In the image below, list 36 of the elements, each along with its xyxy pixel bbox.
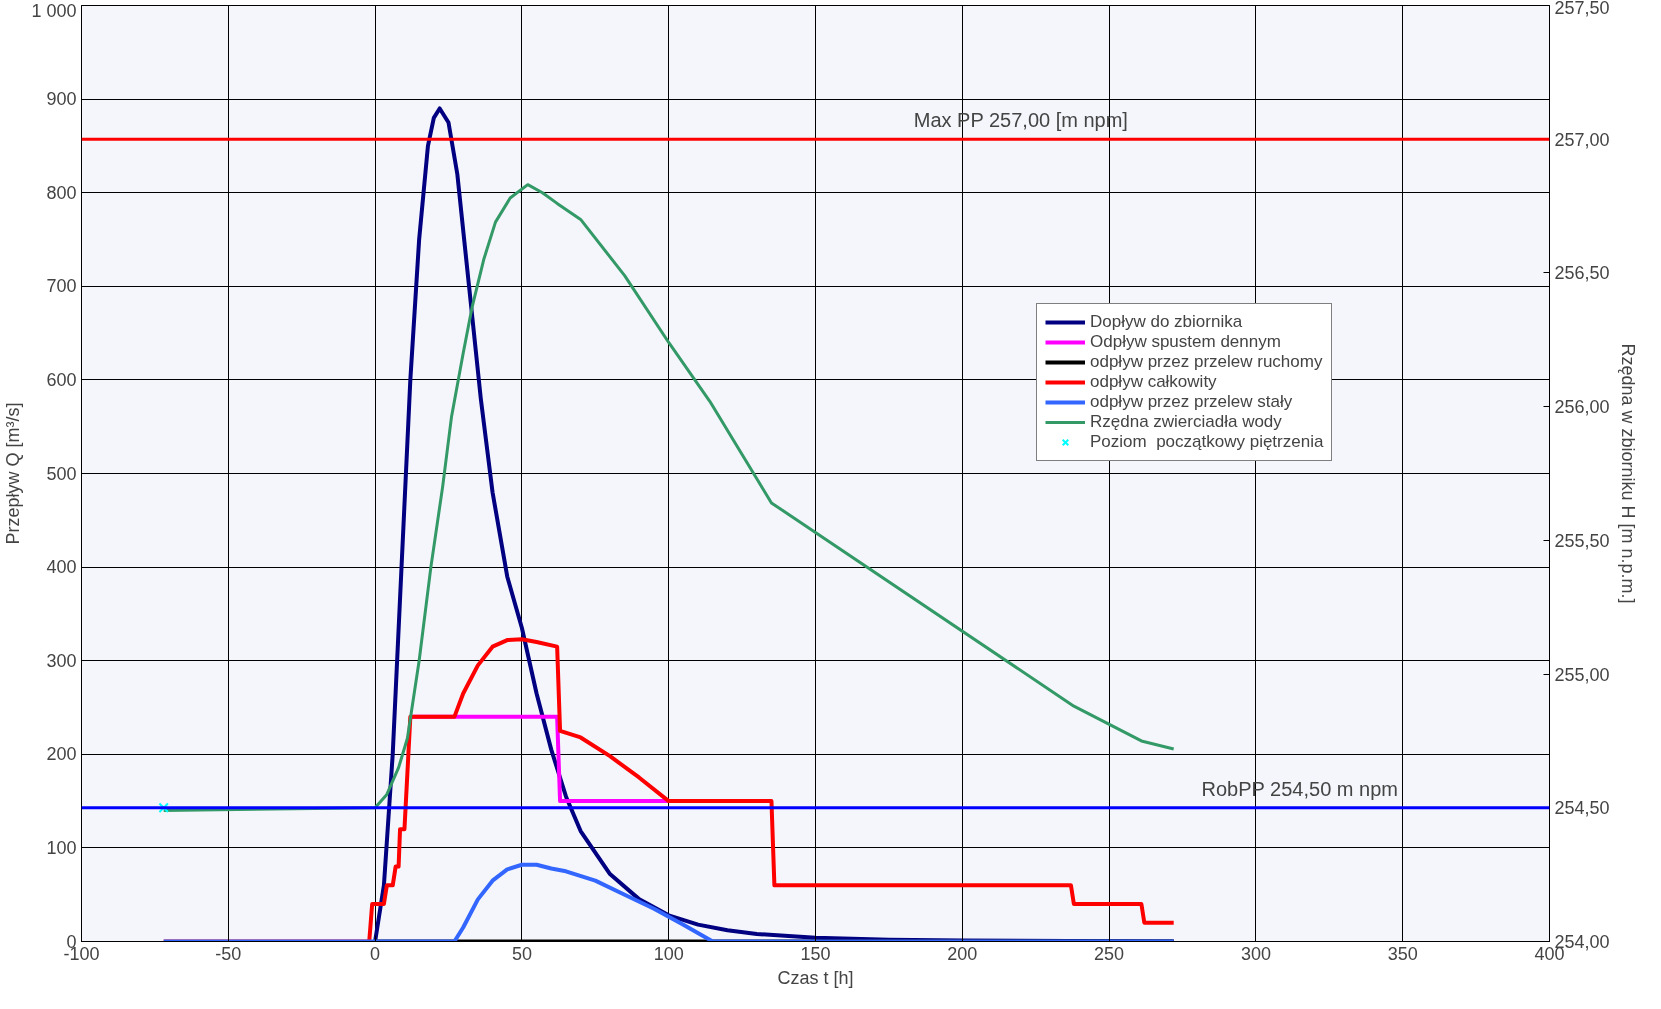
legend-label: Rzędna zwierciadła wody — [1090, 412, 1282, 432]
y-tick-label: 300 — [46, 650, 77, 671]
legend-label: Odpływ spustem dennym — [1090, 332, 1281, 352]
x-tick-label: 150 — [800, 943, 831, 964]
x-axis-title: Czas t [h] — [777, 967, 854, 988]
x-tick-label: 250 — [1094, 943, 1125, 964]
legend-label: Poziom początkowy piętrzenia — [1090, 432, 1324, 452]
legend-label: odpływ przez przelew stały — [1090, 392, 1293, 412]
legend-label: Dopływ do zbiornika — [1090, 312, 1243, 332]
x-tick-label: 350 — [1387, 943, 1418, 964]
y2-tick-label: 257,50 — [1554, 0, 1610, 18]
y-tick-label: 500 — [46, 463, 77, 484]
y-axis-title: Przepływ Q [m³/s] — [3, 402, 24, 545]
x-tick-label: 0 — [370, 943, 381, 964]
x-tick-label: 300 — [1240, 943, 1271, 964]
x-tick-label: 50 — [511, 943, 532, 964]
y-tick-label: 100 — [46, 837, 77, 858]
y-tick-label: 700 — [46, 276, 77, 297]
y-tick-label: 900 — [46, 89, 77, 110]
y2-axis-title: Rzędna w zbiorniku H [m n.p.m.] — [1617, 343, 1638, 604]
y2-tick-label: 255,50 — [1554, 530, 1610, 551]
y2-tick-label: 254,50 — [1554, 798, 1610, 819]
y2-tick-label: 257,00 — [1554, 129, 1610, 150]
y2-tick-label: 255,00 — [1554, 664, 1610, 685]
x-tick-label: 200 — [947, 943, 978, 964]
legend-label: odpływ całkowity — [1090, 372, 1217, 392]
y-tick-label: 200 — [46, 744, 77, 765]
y2-tick-label: 256,00 — [1554, 397, 1610, 418]
y-tick-label: 800 — [46, 182, 77, 203]
x-tick-label: -50 — [215, 943, 242, 964]
legend-label: odpływ przez przelew ruchomy — [1090, 352, 1323, 372]
x-tick-label: 100 — [653, 943, 684, 964]
y-tick-label: 600 — [46, 369, 77, 390]
y-tick-label: 1 000 — [31, 0, 77, 21]
y-tick-label: 400 — [46, 557, 77, 578]
y2-tick-label: 256,50 — [1554, 263, 1610, 284]
